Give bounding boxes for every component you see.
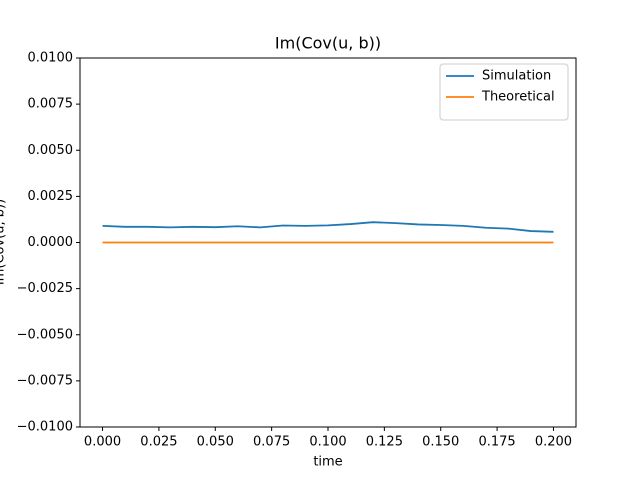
x-tick-label: 0.075 [253, 435, 290, 450]
x-tick-label: 0.100 [309, 435, 346, 450]
y-tick-label: 0.0075 [28, 97, 74, 112]
x-tick-label: 0.150 [422, 435, 459, 450]
y-axis-label: Im(Cov(u, b)) [0, 199, 8, 285]
x-tick-label: 0.050 [197, 435, 234, 450]
legend-label: Simulation [482, 69, 551, 84]
y-tick-label: −0.0075 [17, 373, 73, 388]
y-tick-label: 0.0000 [28, 235, 74, 250]
legend-box [439, 63, 569, 121]
x-tick-label: 0.175 [478, 435, 515, 450]
series-line [102, 221, 554, 233]
x-tick-label: 0.125 [366, 435, 403, 450]
x-axis-label: time [313, 455, 342, 470]
x-tick-label: 0.000 [84, 435, 121, 450]
y-tick-label: −0.0100 [17, 420, 73, 435]
y-tick-label: 0.0100 [28, 51, 74, 66]
chart-title: Im(Cov(u, b)) [275, 34, 381, 53]
y-tick-label: 0.0025 [28, 189, 74, 204]
x-tick-label: 0.025 [140, 435, 177, 450]
y-tick-label: 0.0050 [28, 143, 74, 158]
y-tick-label: −0.0050 [17, 327, 73, 342]
plot-frame [79, 57, 577, 428]
legend-label: Theoretical [481, 90, 555, 105]
x-tick-label: 0.200 [535, 435, 572, 450]
y-tick-label: −0.0025 [17, 281, 73, 296]
